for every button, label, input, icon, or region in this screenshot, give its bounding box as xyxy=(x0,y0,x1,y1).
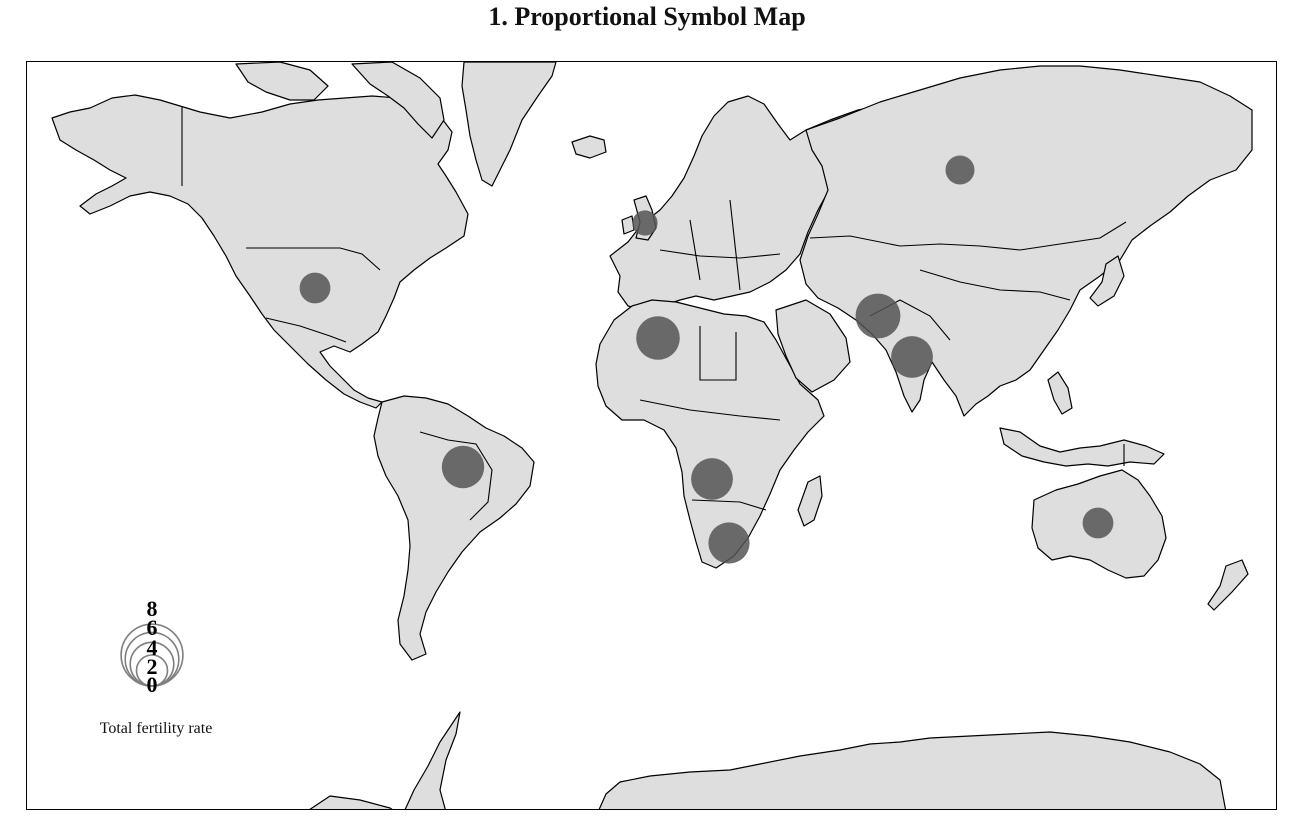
greenland xyxy=(462,62,556,186)
symbol-afghanistan xyxy=(856,294,901,339)
legend-ticks: 8 6 4 2 0 xyxy=(147,596,158,697)
symbol-brazil xyxy=(442,446,484,488)
antarctic-peninsula xyxy=(404,712,460,812)
symbol-india xyxy=(891,336,933,378)
legend-tick-0: 0 xyxy=(147,672,158,697)
symbol-russia xyxy=(946,156,975,185)
south-america xyxy=(374,396,534,660)
madagascar xyxy=(798,476,822,526)
antarctica xyxy=(598,732,1226,812)
ireland xyxy=(622,216,634,234)
north-america xyxy=(52,95,468,408)
legend-title: Total fertility rate xyxy=(66,720,246,738)
symbol-united-kingdom xyxy=(632,210,657,235)
symbol-south-africa xyxy=(708,522,749,563)
land-layer xyxy=(52,62,1252,812)
southeast-asia-islands xyxy=(1000,428,1164,466)
arctic-islands xyxy=(236,62,328,100)
iceland xyxy=(572,136,606,158)
symbol-algeria xyxy=(636,316,680,360)
symbol-angola xyxy=(691,458,733,500)
symbol-united-states xyxy=(300,273,331,304)
symbol-australia xyxy=(1083,508,1114,539)
philippines xyxy=(1048,372,1072,414)
new-zealand xyxy=(1208,560,1248,610)
asia xyxy=(800,66,1252,416)
